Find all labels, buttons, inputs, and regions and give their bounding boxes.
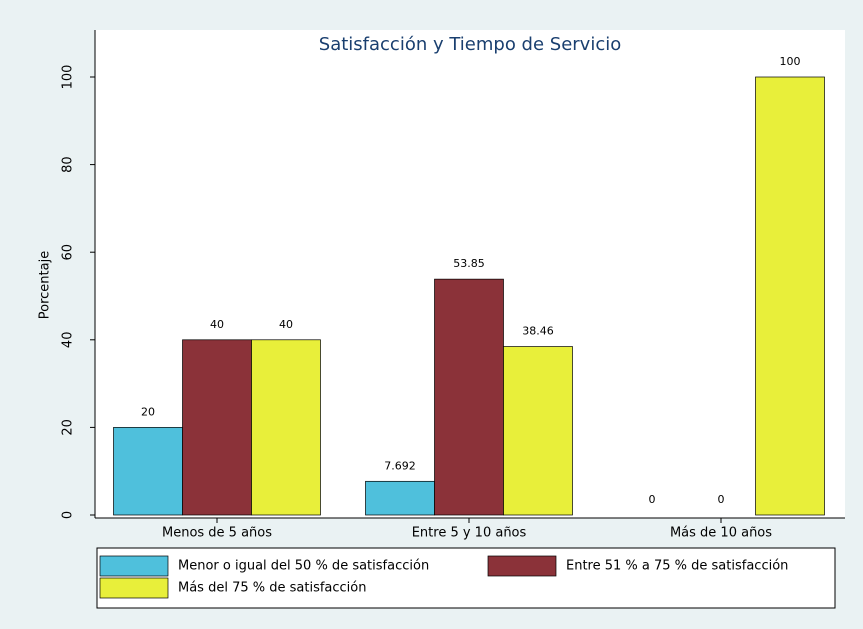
x-tick-label: Entre 5 y 10 años: [412, 526, 527, 541]
bar: [365, 480, 435, 516]
bar: [182, 339, 252, 516]
value-label: 0: [718, 493, 725, 506]
legend-swatch: [487, 555, 557, 577]
bar: [434, 278, 504, 516]
value-label: 53.85: [453, 257, 485, 270]
y-tick-label: 0: [61, 511, 76, 519]
x-tick-label: Menos de 5 años: [162, 526, 272, 541]
bar: [755, 76, 825, 516]
legend-box: [96, 547, 836, 609]
legend-label: Menor o igual del 50 % de satisfacción: [178, 559, 429, 574]
x-tick-label: Más de 10 años: [670, 526, 772, 541]
value-label: 7.692: [384, 459, 416, 472]
legend-swatch: [99, 555, 169, 577]
bar: [113, 427, 183, 516]
value-label: 0: [649, 493, 656, 506]
y-tick-label: 60: [61, 244, 76, 261]
value-label: 40: [210, 318, 224, 331]
y-axis-title: Porcentaje: [38, 251, 53, 319]
chart-title: Satisfacción y Tiempo de Servicio: [319, 34, 621, 55]
value-label: 40: [279, 318, 293, 331]
bar: [251, 339, 321, 516]
y-tick-label: 80: [61, 156, 76, 173]
bar: [503, 346, 573, 516]
y-tick-label: 20: [61, 419, 76, 436]
y-tick-label: 40: [61, 332, 76, 349]
legend-label: Más del 75 % de satisfacción: [178, 581, 367, 596]
value-label: 38.46: [522, 325, 554, 338]
value-label: 100: [780, 55, 801, 68]
y-tick-label: 100: [61, 65, 76, 90]
value-label: 20: [141, 405, 155, 418]
legend-swatch: [99, 577, 169, 599]
legend-label: Entre 51 % a 75 % de satisfacción: [566, 559, 788, 574]
